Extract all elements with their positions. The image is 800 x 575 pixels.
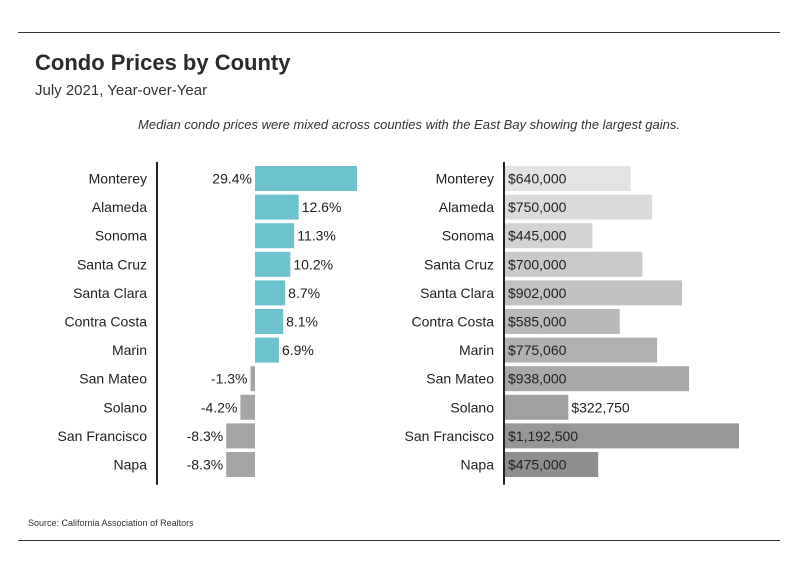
pct-change-label: -4.2% (201, 399, 238, 415)
median-price-label: $1,192,500 (508, 428, 578, 444)
left-category-label: San Mateo (79, 371, 147, 387)
right-category-label: San Francisco (405, 428, 495, 444)
pct-change-label: -1.3% (211, 371, 248, 387)
left-category-label: Sonoma (95, 228, 147, 244)
median-price-chart: Monterey $640,000 Alameda $750,000 Sonoma $44… (405, 162, 739, 485)
left-category-label: Santa Cruz (77, 256, 147, 272)
median-price-label: $775,060 (508, 342, 567, 358)
pct-change-bar (255, 251, 291, 277)
median-price-bar (505, 452, 599, 477)
pct-change-bar (255, 223, 295, 249)
pct-change-bar (255, 194, 299, 220)
median-price-label: $902,000 (508, 285, 567, 301)
median-price-label: $475,000 (508, 457, 567, 473)
pct-change-bar (240, 394, 255, 420)
right-category-label: Santa Clara (420, 285, 494, 301)
pct-change-bar (250, 366, 255, 392)
median-price-label: $640,000 (508, 171, 567, 187)
right-category-label: Marin (459, 342, 494, 358)
chart-note: Median condo prices were mixed across co… (138, 117, 680, 132)
pct-change-label: 29.4% (212, 171, 252, 187)
source-note: Source: California Association of Realto… (28, 518, 194, 528)
pct-change-bar (255, 337, 279, 363)
pct-change-label: -8.3% (187, 428, 224, 444)
median-price-bar (505, 337, 658, 363)
pct-change-bar (255, 166, 357, 191)
chart-subtitle: July 2021, Year-over-Year (35, 82, 208, 99)
pct-change-label: -8.3% (187, 457, 224, 473)
left-category-label: Alameda (92, 199, 147, 215)
right-category-label: Solano (450, 399, 494, 415)
median-price-label: $938,000 (508, 371, 567, 387)
median-price-bar (505, 166, 631, 191)
left-category-label: Marin (112, 342, 147, 358)
median-price-label: $750,000 (508, 199, 567, 215)
pct-change-bar (226, 452, 255, 477)
pct-change-label: 8.1% (286, 314, 318, 330)
left-category-label: Solano (103, 399, 147, 415)
right-category-label: Napa (461, 457, 495, 473)
pct-change-bar (255, 309, 284, 334)
median-price-label: $445,000 (508, 228, 567, 244)
pct-change-label: 8.7% (288, 285, 320, 301)
pct-change-label: 6.9% (282, 342, 314, 358)
median-price-bar (505, 223, 593, 249)
right-category-label: Contra Costa (412, 314, 495, 330)
left-category-label: Contra Costa (65, 314, 148, 330)
pct-change-bar (226, 423, 255, 449)
left-category-label: Napa (114, 457, 148, 473)
left-category-label: San Francisco (58, 428, 148, 444)
median-price-label: $700,000 (508, 256, 567, 272)
median-price-bar (505, 366, 690, 392)
median-price-bar (505, 394, 569, 420)
median-price-bar (505, 423, 739, 449)
yoy-change-chart: Monterey 29.4% Alameda 12.6% Sonoma 11.3% Sant… (58, 162, 357, 485)
top-rule (18, 32, 780, 33)
pct-change-bar (255, 280, 286, 306)
pct-change-label: 12.6% (302, 199, 342, 215)
median-price-label: $585,000 (508, 314, 567, 330)
left-category-label: Santa Clara (73, 285, 147, 301)
left-category-label: Monterey (89, 171, 147, 187)
right-category-label: San Mateo (426, 371, 494, 387)
bottom-rule (18, 540, 780, 541)
right-category-label: Monterey (436, 171, 494, 187)
median-price-bar (505, 194, 653, 220)
chart-title: Condo Prices by County (35, 50, 291, 75)
median-price-label: $322,750 (571, 399, 630, 415)
median-price-bar (505, 280, 682, 306)
median-price-bar (505, 309, 620, 334)
median-price-bar (505, 251, 643, 277)
right-category-label: Sonoma (442, 228, 494, 244)
pct-change-label: 11.3% (297, 228, 336, 244)
pct-change-label: 10.2% (293, 256, 333, 272)
right-category-label: Santa Cruz (424, 256, 494, 272)
right-category-label: Alameda (439, 199, 494, 215)
